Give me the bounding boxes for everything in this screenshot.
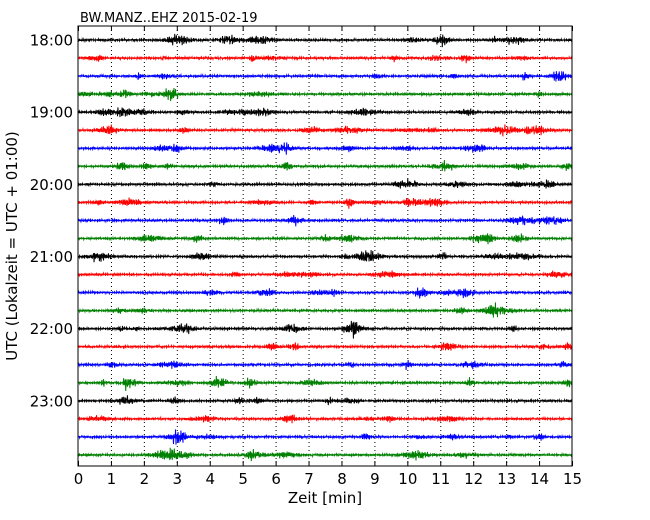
x-tick-label: 10 — [398, 470, 417, 488]
trace-2215 — [77, 342, 573, 351]
trace-2300 — [77, 395, 573, 406]
trace-1845 — [77, 87, 573, 102]
trace-1800 — [77, 33, 573, 48]
x-tick-label: 3 — [173, 470, 183, 488]
seismic-traces — [77, 33, 573, 462]
trace-1830 — [77, 71, 573, 82]
x-tick-label: 9 — [370, 470, 380, 488]
x-tick-label: 4 — [205, 470, 215, 488]
trace-2145 — [77, 302, 573, 318]
y-tick-label: 23:00 — [30, 392, 73, 410]
trace-2030 — [77, 214, 573, 227]
y-tick-label: 22:00 — [30, 320, 73, 338]
trace-2230 — [77, 360, 573, 370]
x-tick-label: 6 — [271, 470, 281, 488]
x-tick-label: 12 — [464, 470, 483, 488]
grid-lines — [110, 26, 541, 466]
plot-frame — [77, 25, 573, 467]
trace-1945 — [77, 159, 573, 172]
trace-1930 — [77, 142, 573, 155]
x-tick-label: 14 — [530, 470, 549, 488]
trace-2115 — [77, 270, 573, 278]
x-tick-label: 11 — [431, 470, 450, 488]
x-tick-label: 5 — [238, 470, 248, 488]
trace-2100 — [77, 250, 573, 263]
x-axis-ticks: 0 1 2 3 4 5 6 7 8 9 10 11 12 13 14 15 — [74, 26, 582, 488]
x-tick-label: 2 — [140, 470, 150, 488]
trace-2315 — [77, 414, 573, 424]
y-tick-label: 20:00 — [30, 176, 73, 194]
x-tick-label: 13 — [497, 470, 516, 488]
trace-2245 — [77, 375, 573, 392]
trace-2345 — [77, 447, 573, 462]
trace-2330 — [77, 429, 573, 445]
trace-1915 — [77, 124, 573, 137]
x-tick-label: 15 — [563, 470, 582, 488]
x-tick-label: 8 — [337, 470, 347, 488]
trace-2000 — [77, 178, 573, 189]
y-tick-label: 18:00 — [30, 32, 73, 50]
x-tick-label: 0 — [74, 470, 84, 488]
x-tick-label: 7 — [304, 470, 314, 488]
y-tick-label: 19:00 — [30, 104, 73, 122]
y-tick-label: 21:00 — [30, 248, 73, 266]
x-tick-label: 1 — [107, 470, 117, 488]
trace-1815 — [77, 54, 573, 64]
trace-1900 — [77, 107, 573, 118]
trace-2015 — [77, 197, 573, 209]
trace-2130 — [77, 287, 573, 299]
x-axis-label: Zeit [min] — [288, 489, 362, 507]
trace-2200 — [77, 320, 573, 339]
y-axis-ticks: 18:00 19:00 20:00 21:00 22:00 23:00 — [30, 32, 572, 410]
trace-2045 — [77, 233, 573, 245]
y-axis-label: UTC (Lokalzeit = UTC + 01:00) — [3, 131, 21, 361]
chart-title: BW.MANZ..EHZ 2015-02-19 — [80, 11, 258, 26]
